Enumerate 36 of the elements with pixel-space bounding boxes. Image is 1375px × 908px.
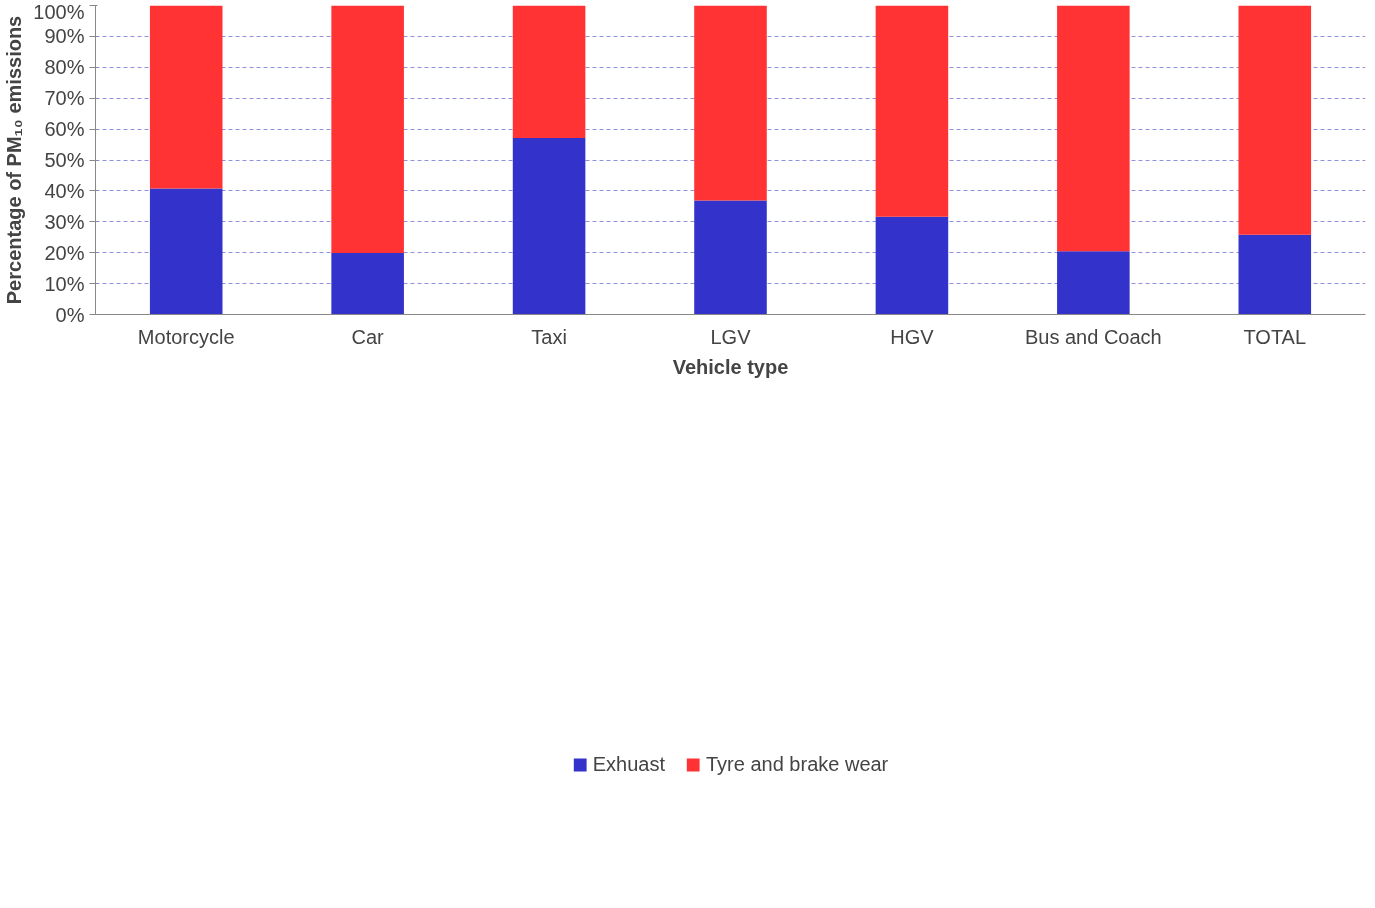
y-tick-label: 70% bbox=[44, 87, 85, 110]
y-tick-label: 50% bbox=[44, 149, 85, 171]
bar bbox=[1057, 251, 1130, 315]
y-tick-label: 0% bbox=[55, 303, 85, 326]
x-tick-label: TOTAL bbox=[1243, 325, 1307, 348]
y-tick-label: 80% bbox=[44, 56, 85, 79]
y-axis-title: Percentage of PM₁₀ emissions bbox=[3, 15, 26, 305]
y-tick-label: 20% bbox=[44, 241, 85, 264]
x-tick-label: Bus and Coach bbox=[1024, 325, 1162, 348]
x-tick-label: HGV bbox=[890, 325, 935, 348]
y-tick-label: 40% bbox=[44, 179, 85, 202]
bar bbox=[1057, 5, 1130, 252]
bar bbox=[875, 5, 949, 217]
y-tick-label: 60% bbox=[44, 118, 85, 141]
legend-label: Exhuast bbox=[592, 752, 665, 776]
bar bbox=[1238, 5, 1312, 235]
bar bbox=[694, 200, 767, 315]
bar bbox=[331, 5, 404, 254]
bar bbox=[331, 253, 404, 315]
y-tick-label: 10% bbox=[44, 272, 85, 295]
bar bbox=[149, 5, 223, 189]
x-tick-label: Taxi bbox=[531, 325, 567, 348]
x-tick-label: LGV bbox=[710, 325, 752, 348]
bar bbox=[875, 216, 949, 315]
y-tick-label: 90% bbox=[44, 25, 85, 48]
x-axis-title: Vehicle type bbox=[672, 355, 789, 378]
bar bbox=[149, 188, 223, 315]
bar bbox=[1238, 234, 1312, 315]
bar bbox=[512, 5, 586, 139]
x-tick-label: Car bbox=[351, 325, 385, 348]
x-tick-label: Motorcycle bbox=[137, 325, 235, 348]
legend-label: Tyre and brake wear bbox=[705, 752, 889, 776]
bar bbox=[512, 138, 586, 315]
bar bbox=[694, 5, 767, 201]
y-tick-label: 30% bbox=[44, 210, 85, 233]
y-tick-label: 100% bbox=[33, 0, 85, 23]
